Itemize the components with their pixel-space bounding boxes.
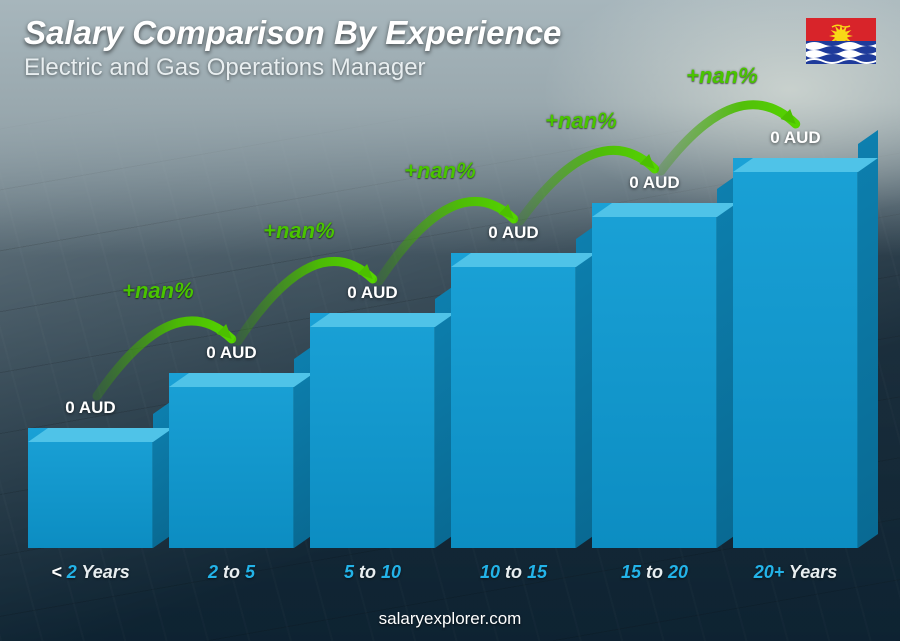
pct-change-label: +nan% — [686, 63, 758, 89]
category-label: 20+ Years — [754, 562, 838, 583]
bar — [451, 253, 576, 548]
bar — [592, 203, 717, 548]
pct-change-label: +nan% — [404, 158, 476, 184]
bar-value-label: 0 AUD — [65, 398, 115, 418]
bar-top-face — [451, 253, 596, 267]
bar-chart: 0 AUD< 2 Years0 AUD2 to 50 AUD5 to 100 A… — [28, 103, 858, 583]
bar-column: 0 AUD < 2 Years — [28, 398, 153, 583]
category-label: 5 to 10 — [344, 562, 401, 583]
bar-value-label: 0 AUD — [488, 223, 538, 243]
bar-column: 0 AUD 5 to 10 — [310, 283, 435, 583]
category-label: 10 to 15 — [480, 562, 547, 583]
bar-column: 0 AUD 2 to 5 — [169, 343, 294, 583]
bar-top-face — [592, 203, 737, 217]
bar-side-face — [858, 130, 878, 548]
bar-column: 0 AUD 10 to 15 — [451, 223, 576, 583]
bar-front-face — [733, 158, 858, 548]
bar-top-face — [169, 373, 314, 387]
bar-value-label: 0 AUD — [206, 343, 256, 363]
bar-front-face — [451, 253, 576, 548]
bar-value-label: 0 AUD — [347, 283, 397, 303]
bar-front-face — [592, 203, 717, 548]
category-label: 2 to 5 — [208, 562, 255, 583]
bar-front-face — [28, 428, 153, 548]
bar-column: 0 AUD 20+ Years — [733, 128, 858, 583]
bar-top-face — [28, 428, 173, 442]
bar — [28, 428, 153, 548]
chart-title: Salary Comparison By Experience — [24, 14, 876, 52]
pct-change-label: +nan% — [545, 108, 617, 134]
bar — [310, 313, 435, 548]
bar-front-face — [310, 313, 435, 548]
bar-front-face — [169, 373, 294, 548]
pct-change-label: +nan% — [263, 218, 335, 244]
category-label: 15 to 20 — [621, 562, 688, 583]
bar-value-label: 0 AUD — [629, 173, 679, 193]
bar — [733, 158, 858, 548]
bar-top-face — [733, 158, 878, 172]
flag-kiribati — [806, 18, 876, 64]
bar-value-label: 0 AUD — [770, 128, 820, 148]
bar — [169, 373, 294, 548]
bar-column: 0 AUD 15 to 20 — [592, 173, 717, 583]
category-label: < 2 Years — [51, 562, 130, 583]
pct-change-label: +nan% — [122, 278, 194, 304]
footer-source: salaryexplorer.com — [0, 609, 900, 629]
bar-top-face — [310, 313, 455, 327]
